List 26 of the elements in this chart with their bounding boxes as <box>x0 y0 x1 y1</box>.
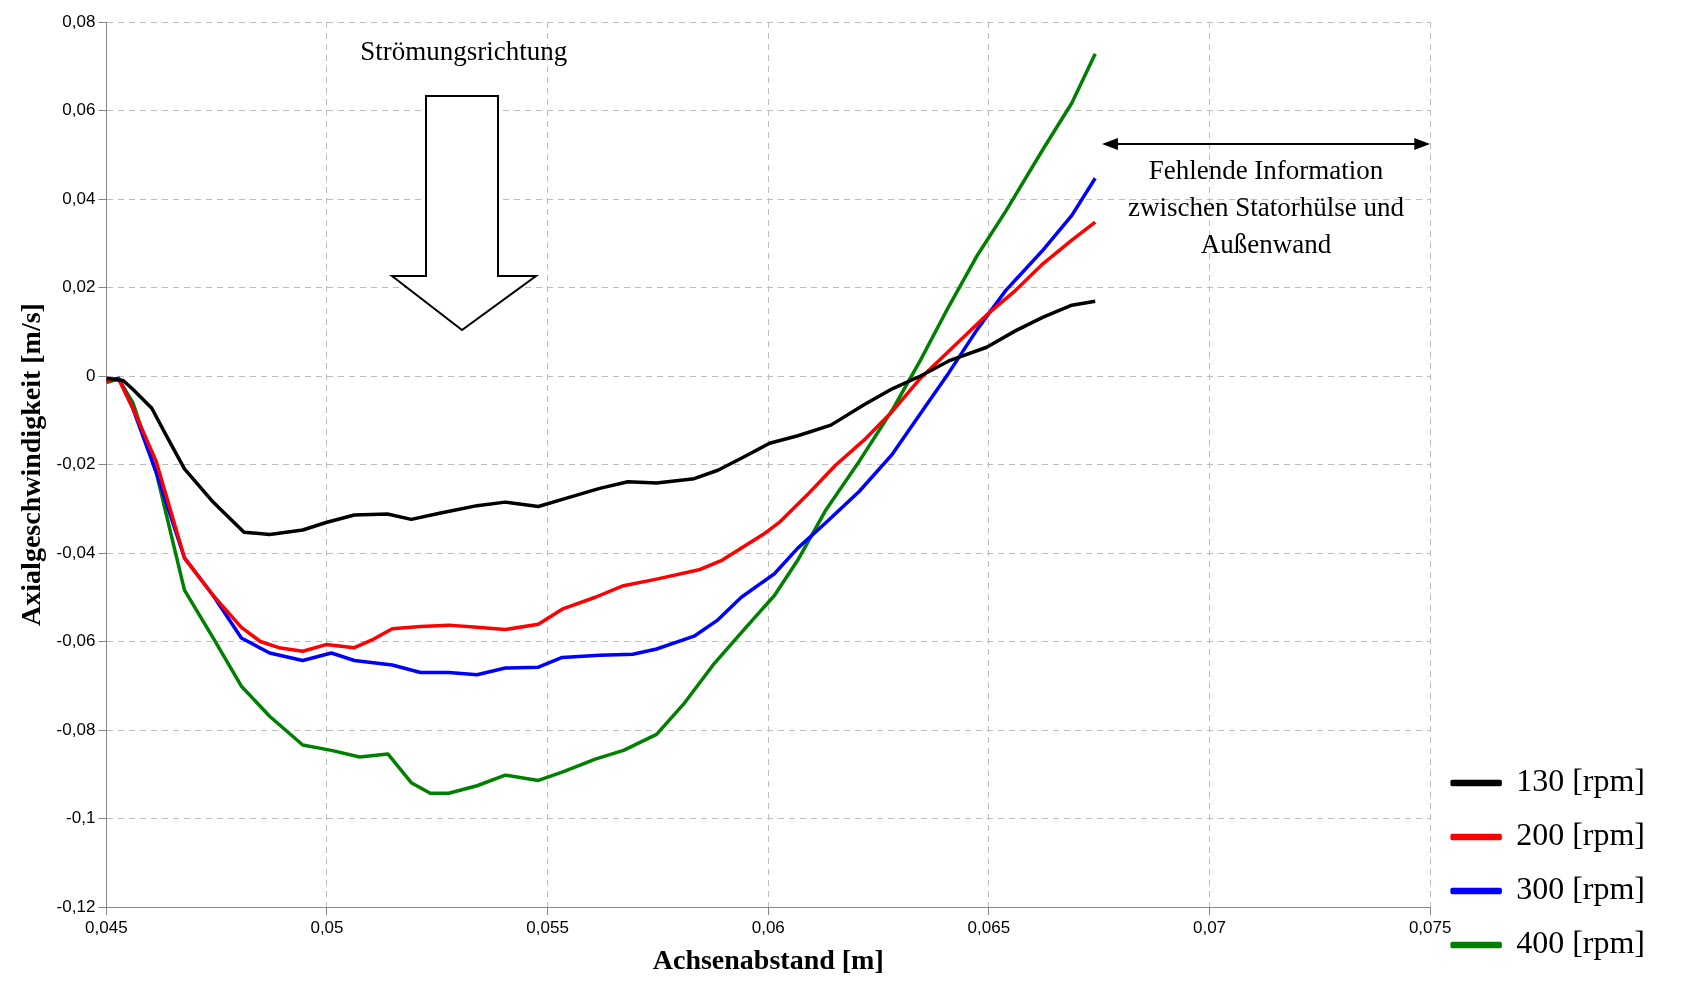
y-tick-label: 0,04 <box>62 188 96 208</box>
legend-label: 130 [rpm] <box>1516 762 1645 799</box>
x-tick-label: 0,075 <box>1408 917 1452 937</box>
y-tick-label: -0,04 <box>56 542 96 562</box>
x-tick-label: 0,06 <box>751 917 785 937</box>
legend-label: 400 [rpm] <box>1516 924 1645 961</box>
x-tick-label: 0,05 <box>310 917 344 937</box>
y-tick-label: -0,06 <box>56 631 96 651</box>
x-tick-label: 0,065 <box>967 917 1011 937</box>
y-tick-label: 0,08 <box>62 11 96 31</box>
y-tick-label: -0,12 <box>56 896 96 916</box>
legend-label: 200 [rpm] <box>1516 816 1645 853</box>
legend-label: 300 [rpm] <box>1516 870 1645 907</box>
annotation: Strömungsrichtung <box>359 36 569 67</box>
x-tick-label: 0,055 <box>526 917 569 937</box>
y-tick-label: -0,08 <box>56 719 96 739</box>
y-axis-title: Axialgeschwindigkeit [m/s] <box>15 303 47 626</box>
x-tick-label: 0,07 <box>1192 917 1227 937</box>
y-tick-label: -0,02 <box>56 454 96 474</box>
x-axis-title: Achsenabstand [m] <box>652 944 884 976</box>
y-tick-label: -0,1 <box>66 808 96 828</box>
annotation: Fehlende Information zwischen Statorhülse und Außenwand <box>1127 154 1405 261</box>
y-tick-label: 0,06 <box>62 100 96 120</box>
y-tick-label: 0,02 <box>62 277 96 297</box>
y-tick-label: 0 <box>85 365 96 385</box>
x-tick-label: 0,045 <box>85 917 128 937</box>
